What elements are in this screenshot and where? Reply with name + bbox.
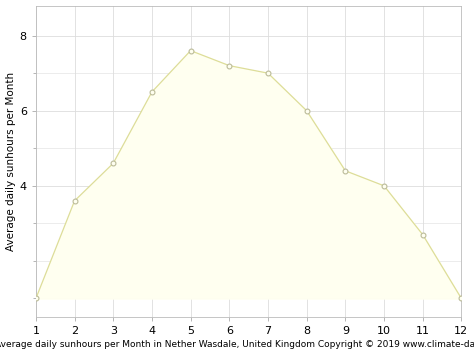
X-axis label: Average daily sunhours per Month in Nether Wasdale, United Kingdom Copyright © 2: Average daily sunhours per Month in Neth… bbox=[0, 340, 474, 349]
Y-axis label: Average daily sunhours per Month: Average daily sunhours per Month bbox=[6, 72, 16, 251]
